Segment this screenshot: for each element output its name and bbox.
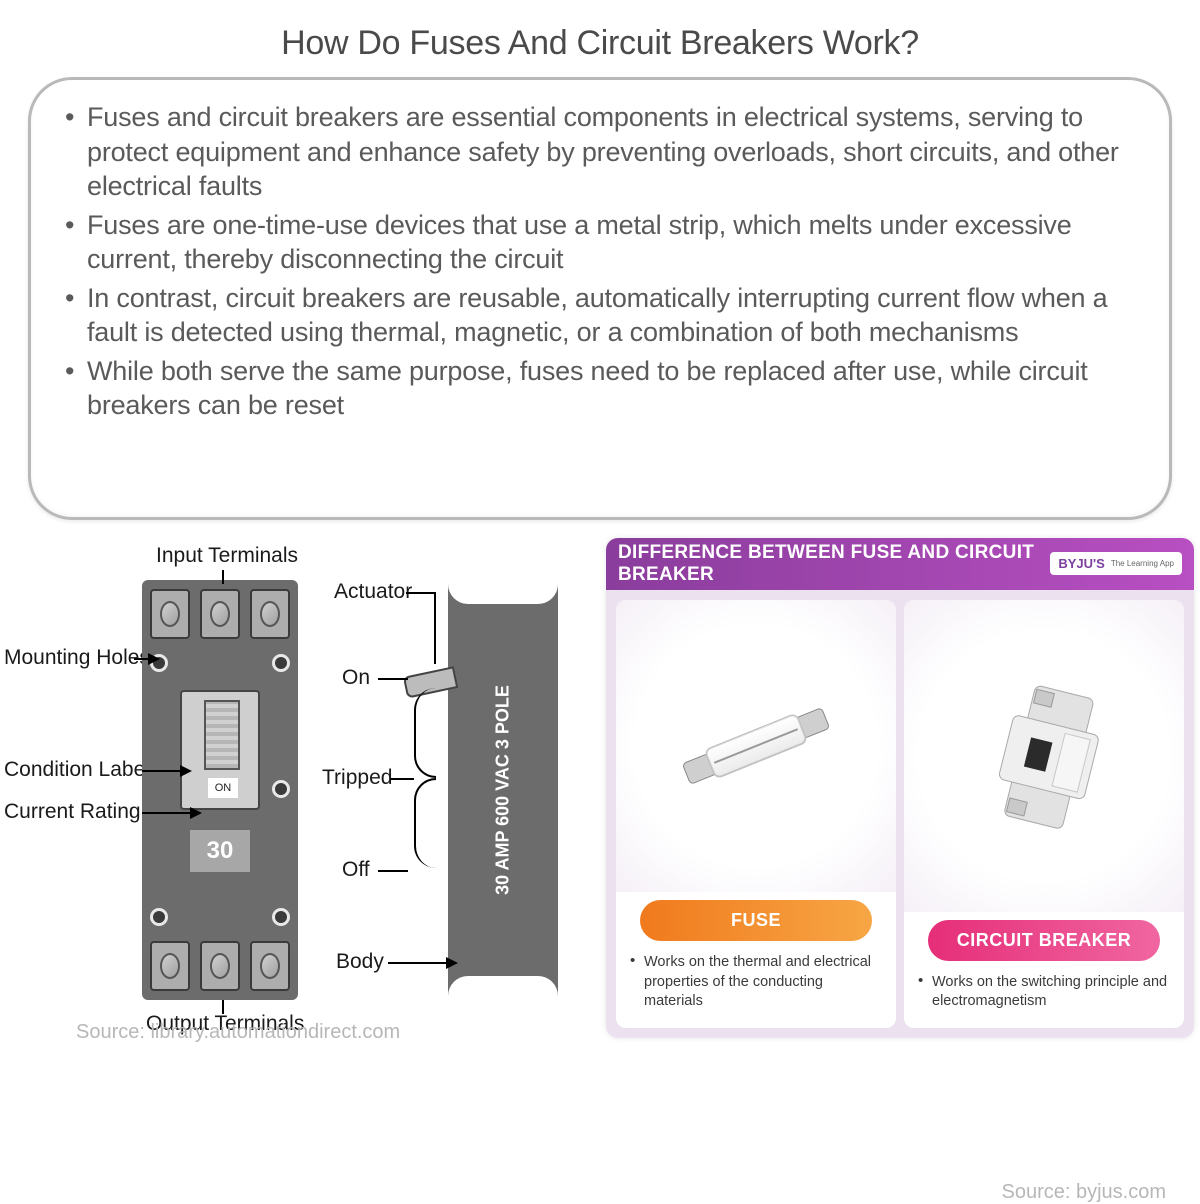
label-condition-label: Condition Label — [4, 758, 150, 782]
rating-value: 30 — [190, 830, 250, 872]
brand-name: BYJU'S — [1058, 556, 1104, 571]
fuse-icon — [671, 691, 841, 801]
breaker-pill: CIRCUIT BREAKER — [928, 920, 1160, 961]
label-current-rating: Current Rating — [4, 800, 141, 824]
side-rating-text: 30 AMP 600 VAC 3 POLE — [491, 685, 514, 895]
bullet-item: While both serve the same purpose, fuses… — [65, 354, 1139, 423]
panel-header-title: DIFFERENCE BETWEEN FUSE AND CIRCUIT BREA… — [618, 542, 1050, 586]
switch-on-label: ON — [208, 778, 238, 798]
breaker-desc: Works on the switching principle and ele… — [904, 967, 1184, 1028]
bullet-list: Fuses and circuit breakers are essential… — [65, 100, 1139, 423]
comparison-panel: DIFFERENCE BETWEEN FUSE AND CIRCUIT BREA… — [606, 538, 1194, 1038]
breaker-side-icon: 30 AMP 600 VAC 3 POLE — [448, 580, 558, 1000]
fuse-desc: Works on the thermal and electrical prop… — [616, 947, 896, 1028]
actuator-arc-icon — [414, 778, 436, 868]
label-actuator: Actuator — [334, 580, 412, 604]
brand-sub: The Learning App — [1111, 559, 1174, 568]
brand-badge: BYJU'S The Learning App — [1050, 552, 1182, 575]
panel-header: DIFFERENCE BETWEEN FUSE AND CIRCUIT BREA… — [606, 538, 1194, 590]
label-body: Body — [336, 950, 384, 974]
actuator-arc-icon — [414, 688, 436, 778]
source-text: Source: library.automationdirect.com — [76, 1021, 400, 1044]
breaker-column: CIRCUIT BREAKER Works on the switching p… — [904, 600, 1184, 1028]
circuit-breaker-icon — [969, 671, 1119, 841]
fuse-column: FUSE Works on the thermal and electrical… — [616, 600, 896, 1028]
bullet-item: Fuses are one-time-use devices that use … — [65, 208, 1139, 277]
label-tripped: Tripped — [322, 766, 392, 790]
bullet-item: Fuses and circuit breakers are essential… — [65, 100, 1139, 204]
breaker-front-icon: ON 30 — [142, 580, 298, 1000]
label-input-terminals: Input Terminals — [156, 544, 298, 568]
label-off: Off — [342, 858, 370, 882]
bullet-item: In contrast, circuit breakers are reusab… — [65, 281, 1139, 350]
page-title: How Do Fuses And Circuit Breakers Work? — [0, 0, 1200, 77]
fuse-pill: FUSE — [640, 900, 872, 941]
label-on: On — [342, 666, 370, 690]
label-mounting-holes: Mounting Holes — [4, 646, 150, 670]
info-card: Fuses and circuit breakers are essential… — [28, 77, 1172, 520]
breaker-diagram: Input Terminals Mounting Holes Condition… — [6, 538, 596, 1038]
source-text: Source: byjus.com — [1001, 1181, 1166, 1204]
